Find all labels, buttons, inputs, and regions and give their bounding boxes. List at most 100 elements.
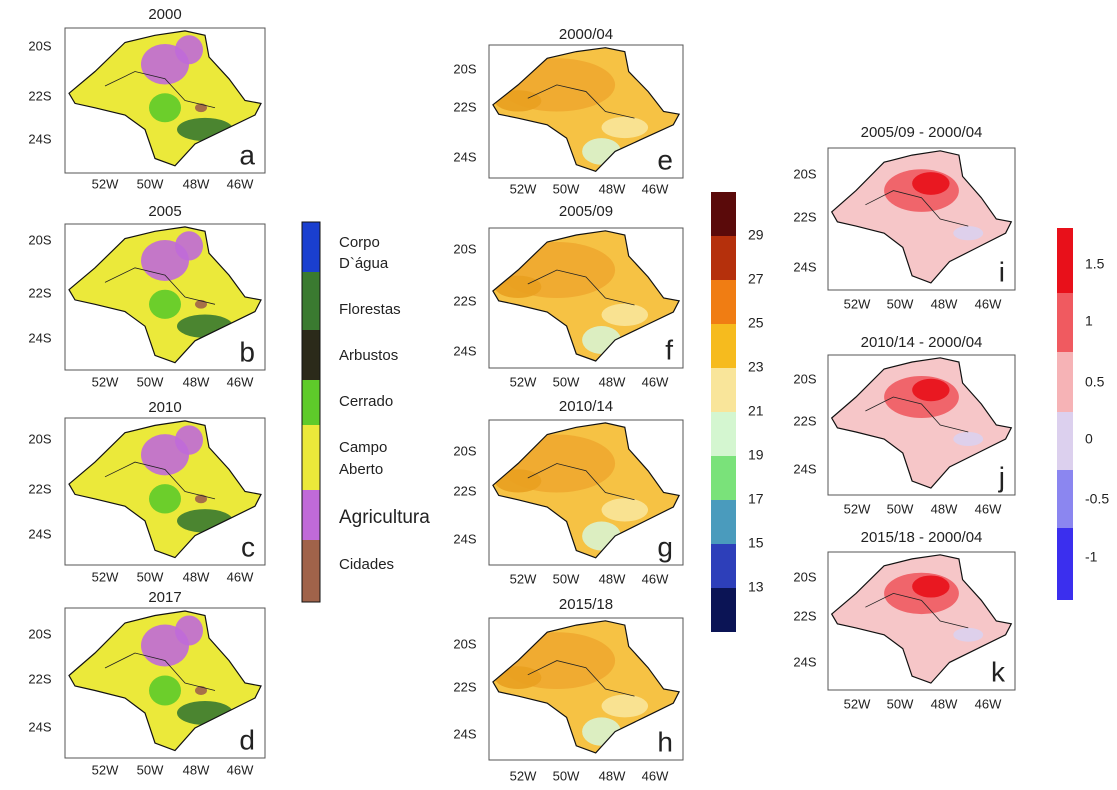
map-region xyxy=(175,425,203,455)
region-borders xyxy=(527,84,635,119)
colorbar-segment xyxy=(711,588,736,632)
lon-label: 52W xyxy=(510,181,537,196)
colorbar-segment xyxy=(1057,352,1073,412)
colorbar-label: -0.5 xyxy=(1085,491,1109,507)
lon-label: 48W xyxy=(183,762,210,777)
legend-label: Campo xyxy=(339,439,387,456)
region-borders xyxy=(527,269,635,306)
panel-letter: j xyxy=(998,461,1005,492)
colorbar-label: 29 xyxy=(748,227,764,243)
lat-label: 22S xyxy=(453,293,476,308)
lat-label: 22S xyxy=(28,88,51,103)
legend-swatch xyxy=(302,380,320,425)
state-border xyxy=(492,230,681,362)
lat-label: 20S xyxy=(453,61,476,76)
map-region xyxy=(494,666,542,689)
map-region xyxy=(149,289,181,319)
lon-label: 52W xyxy=(92,762,119,777)
lon-label: 46W xyxy=(642,374,669,389)
lon-label: 50W xyxy=(887,696,914,711)
state-border xyxy=(68,610,262,752)
panel-title: 2005/09 - 2000/04 xyxy=(861,124,983,141)
region-borders xyxy=(865,396,969,433)
lat-label: 22S xyxy=(453,679,476,694)
colorbar-label: 27 xyxy=(748,271,764,287)
lon-label: 52W xyxy=(92,569,119,584)
colorbar-segment xyxy=(1057,293,1073,352)
colorbar-label: 19 xyxy=(748,447,764,463)
lon-label: 48W xyxy=(599,181,626,196)
lat-label: 20S xyxy=(453,636,476,651)
region-borders xyxy=(865,592,969,629)
map-region xyxy=(912,172,950,195)
panel-title: 2017 xyxy=(148,589,181,606)
lon-label: 50W xyxy=(887,296,914,311)
map-region xyxy=(494,275,542,298)
legend-swatch xyxy=(302,330,320,380)
lat-label: 20S xyxy=(28,626,51,641)
lat-label: 22S xyxy=(793,608,816,623)
lat-label: 24S xyxy=(793,461,816,476)
lon-label: 50W xyxy=(553,374,580,389)
map-region xyxy=(149,484,181,514)
map-region xyxy=(149,93,181,123)
map-region xyxy=(175,35,203,65)
lon-label: 50W xyxy=(553,181,580,196)
lon-label: 52W xyxy=(510,768,537,783)
panel-letter: e xyxy=(657,144,673,175)
colorbar-label: -1 xyxy=(1085,549,1098,565)
lat-label: 24S xyxy=(28,719,51,734)
map-region xyxy=(149,675,181,706)
state-border xyxy=(68,420,262,559)
region-borders xyxy=(865,190,969,227)
lon-label: 52W xyxy=(510,571,537,586)
lon-label: 48W xyxy=(599,571,626,586)
panel-letter: i xyxy=(999,256,1005,287)
colorbar-segment xyxy=(711,456,736,500)
legend-label: Aberto xyxy=(339,461,383,478)
colorbar-segment xyxy=(711,544,736,588)
map-region xyxy=(601,303,649,326)
lon-label: 48W xyxy=(599,768,626,783)
state-border xyxy=(830,554,1013,684)
lon-label: 52W xyxy=(844,296,871,311)
lat-label: 20S xyxy=(28,232,51,247)
map-region xyxy=(195,299,207,309)
lon-label: 50W xyxy=(137,176,164,191)
map-region xyxy=(175,615,203,646)
colorbar-segment xyxy=(711,324,736,368)
lat-label: 22S xyxy=(28,285,51,300)
legend-swatch xyxy=(302,540,320,602)
panel-letter: f xyxy=(665,334,673,365)
colorbar-segment xyxy=(1057,412,1073,470)
lat-label: 20S xyxy=(793,371,816,386)
state-border xyxy=(830,357,1013,489)
lon-label: 52W xyxy=(92,374,119,389)
lat-label: 22S xyxy=(793,209,816,224)
legend-label: Agricultura xyxy=(339,507,430,528)
map-region xyxy=(175,231,203,261)
lon-label: 48W xyxy=(931,501,958,516)
lat-label: 24S xyxy=(28,526,51,541)
panel-title: 2010/14 - 2000/04 xyxy=(861,334,983,351)
lon-label: 52W xyxy=(844,696,871,711)
region-borders xyxy=(104,652,216,691)
state-border xyxy=(492,620,681,754)
lat-label: 20S xyxy=(453,241,476,256)
colorbar-segment xyxy=(711,412,736,456)
map-region xyxy=(494,469,542,493)
panel-title: 2015/18 xyxy=(559,596,613,613)
panel-title: 2005 xyxy=(148,203,181,220)
lat-label: 20S xyxy=(28,38,51,53)
panel-letter: a xyxy=(239,139,255,170)
lat-label: 22S xyxy=(453,483,476,498)
panel-letter: b xyxy=(239,336,255,367)
state-border xyxy=(68,226,262,364)
legend-swatch xyxy=(302,490,320,540)
colorbar-label: 21 xyxy=(748,403,764,419)
lon-label: 50W xyxy=(887,501,914,516)
legend-label: D`água xyxy=(339,255,389,272)
legend-label: Florestas xyxy=(339,301,401,318)
map-region xyxy=(601,694,649,718)
